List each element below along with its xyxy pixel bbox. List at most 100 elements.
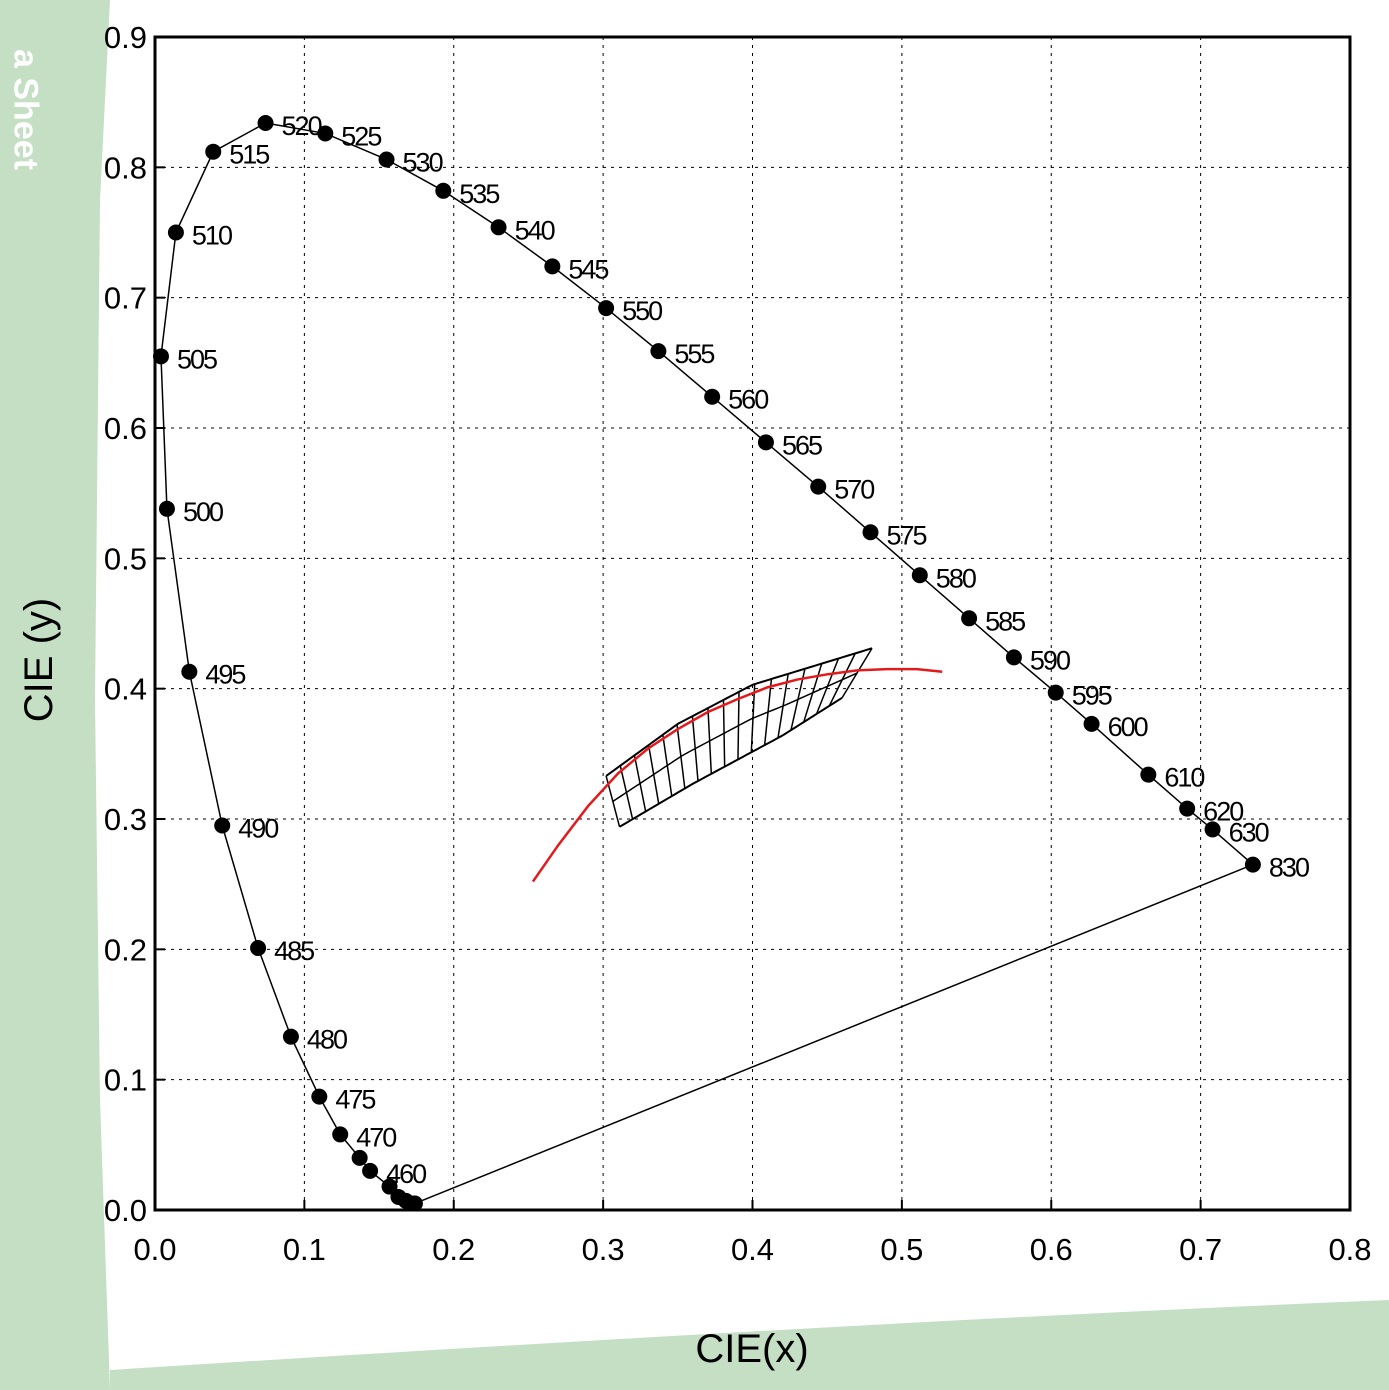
wavelength-label: 575 [887, 520, 927, 550]
locus-point [378, 151, 395, 168]
locus-point [1047, 684, 1064, 701]
bin-divider [777, 673, 789, 739]
locus-point [332, 1126, 349, 1143]
locus-point [282, 1028, 299, 1045]
x-tick-label: 0.5 [880, 1232, 923, 1267]
locus-point [152, 348, 169, 365]
x-tick-label: 0.6 [1030, 1232, 1073, 1267]
wavelength-label: 555 [674, 339, 714, 369]
locus-point [911, 567, 928, 584]
wavelength-label: 610 [1164, 763, 1204, 793]
locus-point [1005, 649, 1022, 666]
locus-point [490, 219, 507, 236]
locus-point [1204, 821, 1221, 838]
locus-point [406, 1195, 423, 1212]
y-tick-label: 0.2 [104, 932, 147, 967]
locus-point [1179, 800, 1196, 817]
wavelength-label: 585 [985, 606, 1025, 636]
bin-midline [612, 672, 858, 803]
wavelength-label: 595 [1072, 681, 1112, 711]
bin-divider [619, 765, 634, 820]
wavelength-label: 485 [274, 936, 314, 966]
wavelength-label: 510 [192, 221, 232, 251]
locus-point [598, 300, 615, 317]
bin-divider [763, 678, 773, 746]
locus-point [961, 610, 978, 627]
locus-point [317, 125, 334, 142]
bin-divider [828, 653, 856, 707]
locus-point [381, 1178, 398, 1195]
wavelength-label: 530 [403, 148, 443, 178]
locus-point [862, 524, 879, 541]
bin-divider [750, 684, 756, 753]
x-tick-label: 0.4 [731, 1232, 774, 1267]
locus-point [205, 143, 222, 160]
locus-point [214, 817, 231, 834]
bin-divider [633, 755, 647, 812]
bin-divider [662, 734, 673, 797]
x-tick-label: 0.0 [133, 1232, 176, 1267]
wavelength-label: 600 [1108, 712, 1148, 742]
x-axis-title: CIE(x) [695, 1327, 808, 1371]
locus-point [810, 478, 827, 495]
bin-divider [815, 658, 840, 715]
y-tick-label: 0.1 [104, 1063, 147, 1098]
locus-point [167, 224, 184, 241]
locus-point [158, 500, 175, 517]
locus-point [1083, 715, 1100, 732]
wavelength-label: 480 [307, 1025, 347, 1055]
bin-divider [707, 708, 713, 774]
x-tick-label: 0.2 [432, 1232, 475, 1267]
bin-divider [841, 647, 873, 699]
locus-point [311, 1088, 328, 1105]
wavelength-label: 560 [728, 385, 768, 415]
wavelength-label: 520 [282, 111, 322, 141]
y-tick-label: 0.9 [104, 20, 147, 55]
planckian-locus [531, 667, 943, 883]
locus-point [435, 182, 452, 199]
wavelength-label: 470 [356, 1122, 396, 1152]
wavelength-label: 515 [229, 140, 269, 170]
bin-divider [647, 744, 660, 804]
locus-point [1244, 856, 1261, 873]
wavelength-label: 475 [335, 1085, 375, 1115]
y-tick-label: 0.3 [104, 802, 147, 837]
bin-divider [737, 691, 740, 760]
y-tick-label: 0.7 [104, 281, 147, 316]
y-tick-label: 0.8 [104, 150, 147, 185]
bin-divider [803, 663, 823, 723]
wavelength-label: 590 [1030, 645, 1070, 675]
locus-point [650, 343, 667, 360]
bin-top-edge [605, 647, 873, 777]
wavelength-label: 490 [238, 814, 278, 844]
wavelength-label: 630 [1229, 817, 1269, 847]
x-tick-label: 0.8 [1328, 1232, 1371, 1267]
wavelength-label: 500 [183, 497, 223, 527]
wavelength-label: 460 [386, 1159, 426, 1189]
wavelength-label: 550 [622, 296, 662, 326]
x-tick-label: 0.3 [582, 1232, 625, 1267]
wavelength-label: 525 [341, 121, 381, 151]
y-tick-label: 0.5 [104, 541, 147, 576]
locus-point [757, 434, 774, 451]
x-tick-label: 0.1 [283, 1232, 326, 1267]
wavelength-label: 570 [834, 475, 874, 505]
wavelength-label: 545 [568, 254, 608, 284]
locus-point [704, 388, 721, 405]
line-of-purples [414, 863, 1254, 1205]
axis-ticks: 0.0 0.1 0.2 0.3 0.4 0.5 0.6 0.7 0.8 0.0 0.1 0.2 0.3 0… [104, 20, 1372, 1267]
wavelength-label: 540 [515, 215, 555, 245]
bin-divider [722, 699, 726, 767]
locus-point [250, 940, 267, 957]
wavelength-label: 505 [177, 344, 217, 374]
wavelength-label: 565 [782, 430, 822, 460]
wavelength-label: 495 [205, 660, 245, 690]
y-tick-label: 0.4 [104, 672, 147, 707]
locus-point [1140, 766, 1157, 783]
x-tick-label: 0.7 [1179, 1232, 1222, 1267]
bin-bottom-edge [619, 696, 843, 828]
wavelength-label: 580 [936, 563, 976, 593]
locus-point [351, 1149, 368, 1166]
